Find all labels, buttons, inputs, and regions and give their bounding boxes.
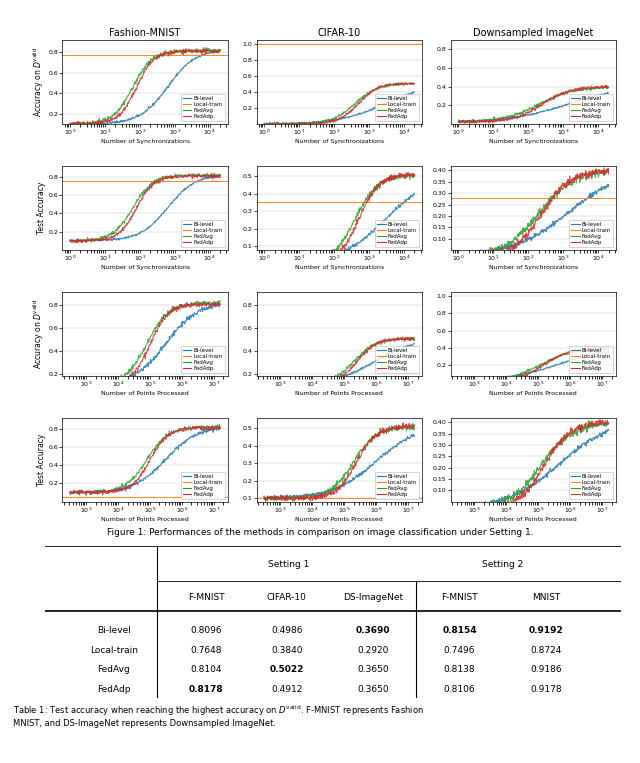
Text: 0.8138: 0.8138 [444, 665, 476, 674]
X-axis label: Number of Synchronizations: Number of Synchronizations [100, 139, 189, 144]
Text: Setting 1: Setting 1 [268, 560, 309, 569]
Text: Figure 1: Performances of the methods in comparison on image classification unde: Figure 1: Performances of the methods in… [107, 528, 533, 537]
Text: 0.8096: 0.8096 [190, 626, 222, 635]
Legend: Bi-level, Local-train, FedAvg, FedAdp: Bi-level, Local-train, FedAvg, FedAdp [181, 472, 225, 499]
Legend: Bi-level, Local-train, FedAvg, FedAdp: Bi-level, Local-train, FedAvg, FedAdp [375, 472, 419, 499]
Text: 0.4986: 0.4986 [271, 626, 303, 635]
X-axis label: Number of Points Processed: Number of Points Processed [295, 391, 383, 396]
X-axis label: Number of Synchronizations: Number of Synchronizations [100, 265, 189, 270]
Text: 0.8104: 0.8104 [190, 665, 222, 674]
Legend: Bi-level, Local-train, FedAvg, FedAdp: Bi-level, Local-train, FedAvg, FedAdp [569, 346, 613, 373]
Legend: Bi-level, Local-train, FedAvg, FedAdp: Bi-level, Local-train, FedAvg, FedAdp [569, 94, 613, 121]
Text: 0.5022: 0.5022 [269, 665, 304, 674]
Text: Bi-level: Bi-level [97, 626, 131, 635]
Legend: Bi-level, Local-train, FedAvg, FedAdp: Bi-level, Local-train, FedAvg, FedAdp [569, 220, 613, 247]
Legend: Bi-level, Local-train, FedAvg, FedAdp: Bi-level, Local-train, FedAvg, FedAdp [181, 346, 225, 373]
Text: DS-ImageNet: DS-ImageNet [343, 593, 403, 602]
Y-axis label: Accuracy on $D^{\mathrm{valid}}$: Accuracy on $D^{\mathrm{valid}}$ [31, 299, 45, 369]
Text: F-MNIST: F-MNIST [441, 593, 478, 602]
Title: Downsampled ImageNet: Downsampled ImageNet [473, 28, 593, 38]
Text: 0.8724: 0.8724 [530, 645, 562, 655]
Legend: Bi-level, Local-train, FedAvg, FedAdp: Bi-level, Local-train, FedAvg, FedAdp [375, 94, 419, 121]
Text: FedAvg: FedAvg [97, 665, 131, 674]
Text: Table 1: Test accuracy when reaching the highest accuracy on $D^{\mathrm{valid}}: Table 1: Test accuracy when reaching the… [13, 703, 424, 729]
Legend: Bi-level, Local-train, FedAvg, FedAdp: Bi-level, Local-train, FedAvg, FedAdp [569, 472, 613, 499]
X-axis label: Number of Points Processed: Number of Points Processed [490, 391, 577, 396]
Text: Local-train: Local-train [90, 645, 138, 655]
Text: 0.3650: 0.3650 [357, 685, 389, 694]
Text: 0.9186: 0.9186 [530, 665, 562, 674]
Text: F-MNIST: F-MNIST [188, 593, 225, 602]
Text: 0.3690: 0.3690 [356, 626, 390, 635]
Text: 0.4912: 0.4912 [271, 685, 303, 694]
Text: 0.2920: 0.2920 [357, 645, 389, 655]
Title: Fashion-MNIST: Fashion-MNIST [109, 28, 180, 38]
Text: 0.8106: 0.8106 [444, 685, 476, 694]
Y-axis label: Accuracy on $D^{\mathrm{valid}}$: Accuracy on $D^{\mathrm{valid}}$ [31, 47, 45, 117]
Text: CIFAR-10: CIFAR-10 [267, 593, 307, 602]
Text: 0.7496: 0.7496 [444, 645, 476, 655]
Y-axis label: Test Accuracy: Test Accuracy [36, 433, 45, 486]
Text: 0.3650: 0.3650 [357, 665, 389, 674]
X-axis label: Number of Synchronizations: Number of Synchronizations [489, 265, 578, 270]
Text: 0.8154: 0.8154 [442, 626, 477, 635]
X-axis label: Number of Points Processed: Number of Points Processed [101, 391, 189, 396]
Text: 0.7648: 0.7648 [190, 645, 222, 655]
Title: CIFAR-10: CIFAR-10 [317, 28, 361, 38]
Text: 0.9192: 0.9192 [529, 626, 563, 635]
Y-axis label: Test Accuracy: Test Accuracy [36, 182, 45, 234]
Legend: Bi-level, Local-train, FedAvg, FedAdp: Bi-level, Local-train, FedAvg, FedAdp [375, 346, 419, 373]
X-axis label: Number of Synchronizations: Number of Synchronizations [294, 139, 384, 144]
Text: 0.8178: 0.8178 [189, 685, 223, 694]
Text: 0.3840: 0.3840 [271, 645, 303, 655]
X-axis label: Number of Synchronizations: Number of Synchronizations [489, 139, 578, 144]
X-axis label: Number of Points Processed: Number of Points Processed [295, 517, 383, 522]
Text: Setting 2: Setting 2 [482, 560, 524, 569]
Legend: Bi-level, Local-train, FedAvg, FedAdp: Bi-level, Local-train, FedAvg, FedAdp [375, 220, 419, 247]
Text: MNIST: MNIST [532, 593, 560, 602]
Legend: Bi-level, Local-train, FedAvg, FedAdp: Bi-level, Local-train, FedAvg, FedAdp [181, 220, 225, 247]
X-axis label: Number of Points Processed: Number of Points Processed [490, 517, 577, 522]
Text: FedAdp: FedAdp [97, 685, 131, 694]
X-axis label: Number of Synchronizations: Number of Synchronizations [294, 265, 384, 270]
Text: 0.9178: 0.9178 [530, 685, 562, 694]
Legend: Bi-level, Local-train, FedAvg, FedAdp: Bi-level, Local-train, FedAvg, FedAdp [181, 94, 225, 121]
X-axis label: Number of Points Processed: Number of Points Processed [101, 517, 189, 522]
